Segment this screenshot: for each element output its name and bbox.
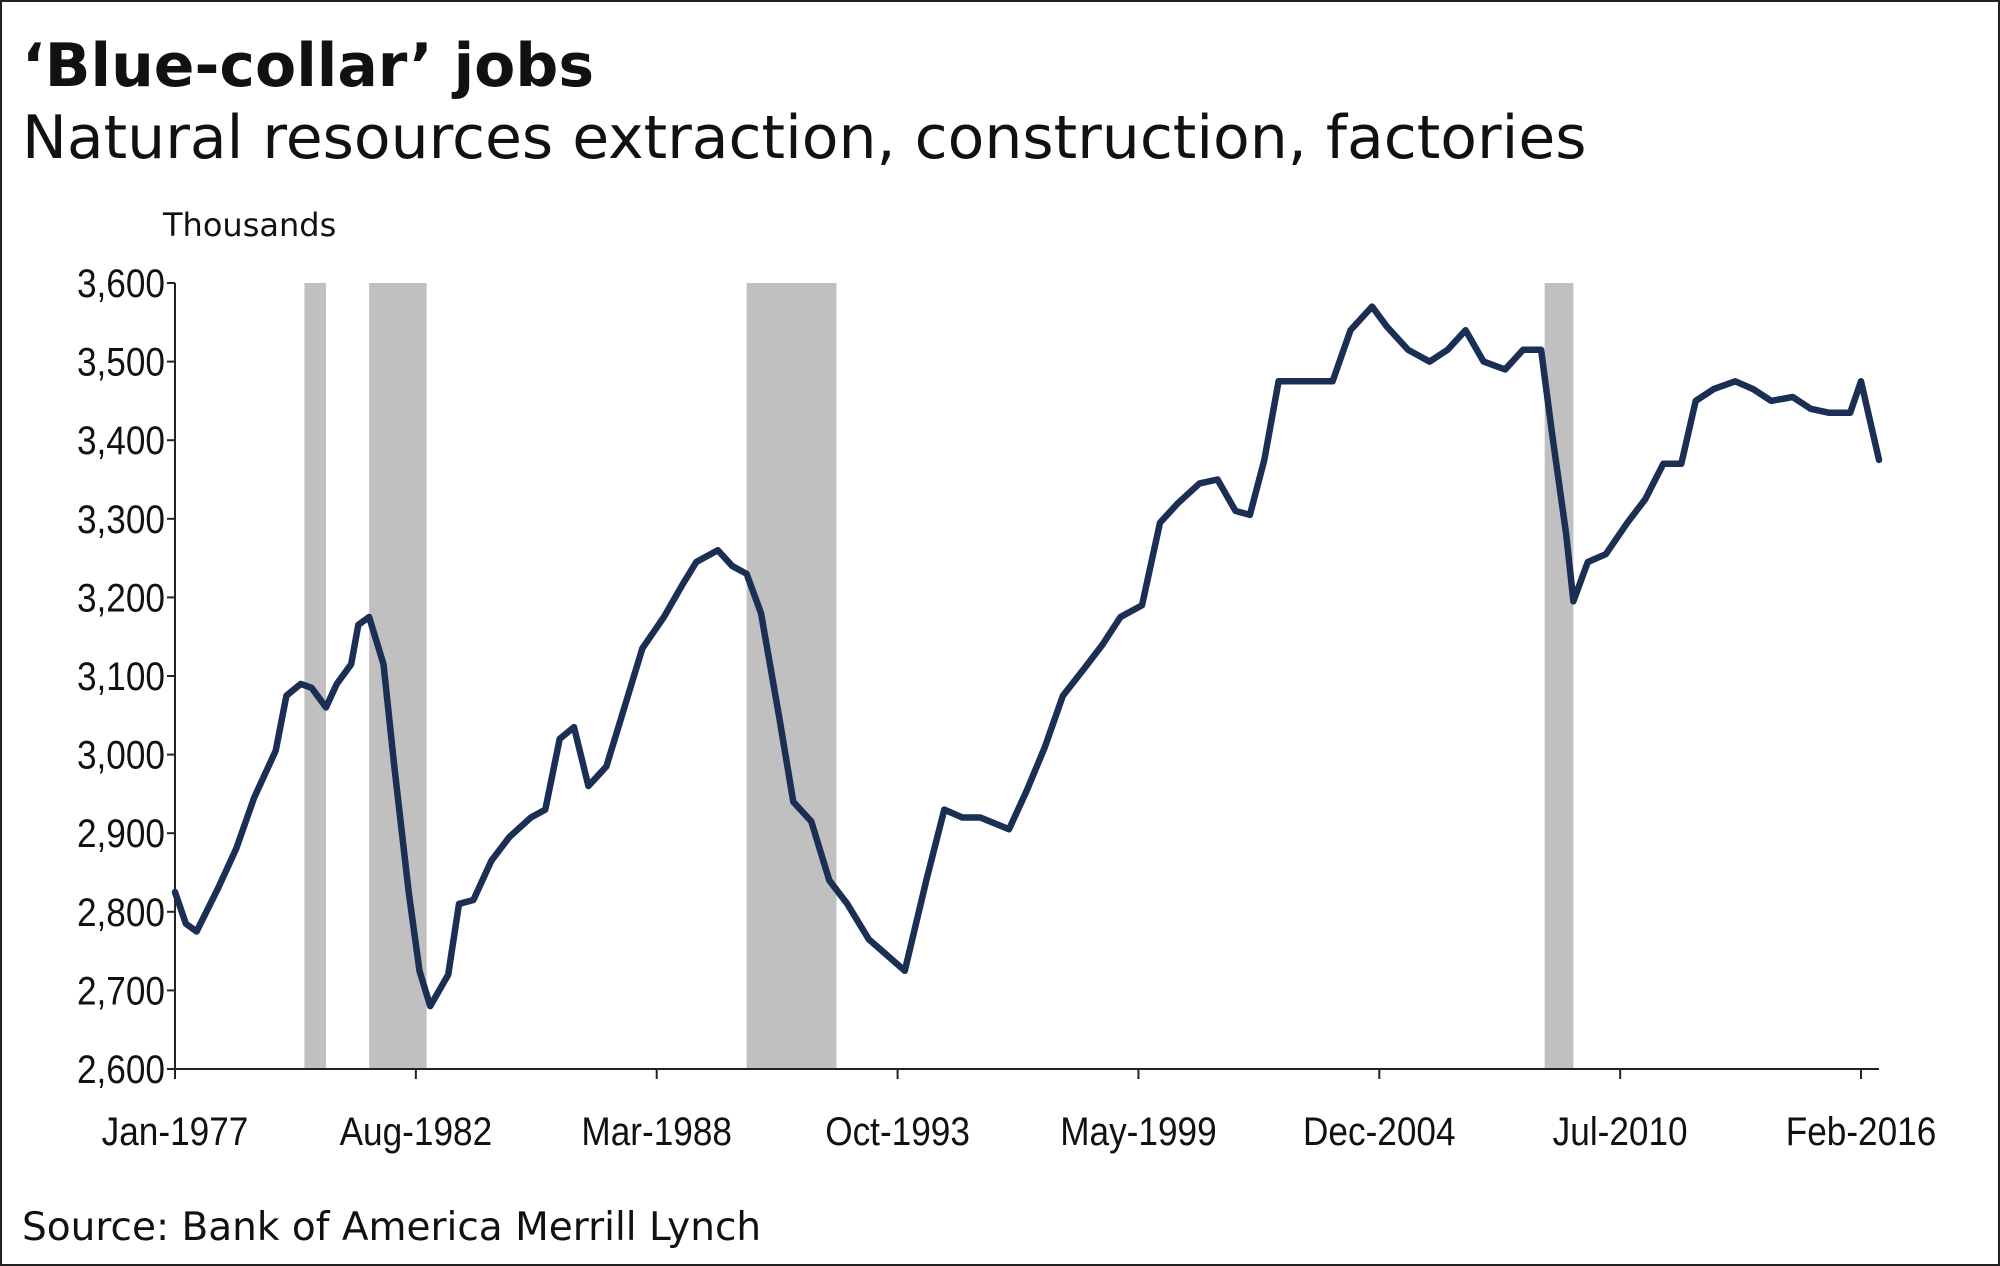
y-tick-label: 2,700 [77, 968, 165, 1013]
x-tick-label: Feb-2016 [1786, 1109, 1937, 1154]
y-tick-label: 2,900 [77, 811, 165, 856]
y-tick-label: 2,600 [77, 1047, 165, 1092]
x-tick-label: Oct-1993 [825, 1109, 970, 1154]
y-tick-label: 3,400 [77, 418, 165, 463]
y-tick-label: 3,200 [77, 575, 165, 620]
y-tick-label: 3,100 [77, 654, 165, 699]
y-tick-label: 2,800 [77, 890, 165, 935]
x-tick-label: Aug-1982 [340, 1109, 493, 1154]
y-tick-label: 3,000 [77, 733, 165, 778]
recession-band [746, 283, 837, 1069]
series-line [171, 303, 1883, 1010]
x-tick-label: May-1999 [1060, 1109, 1216, 1154]
y-tick-label: 3,600 [77, 261, 165, 306]
source: Source: Bank of America Merrill Lynch [22, 1205, 761, 1250]
chart-subtitle: Natural resources extraction, constructi… [22, 103, 1587, 173]
chart-title: ‘Blue-collar’ jobs [22, 31, 594, 101]
x-tick-label: Dec-2004 [1303, 1109, 1456, 1154]
y-tick-label: 3,500 [77, 340, 165, 385]
x-tick-label: Mar-1988 [581, 1109, 732, 1154]
y-tick-label: 3,300 [77, 497, 165, 542]
x-tick-label: Jan-1977 [102, 1109, 249, 1154]
recession-band [304, 283, 326, 1069]
y-axis-label: Thousands [162, 206, 336, 244]
x-tick-label: Jul-2010 [1553, 1109, 1688, 1154]
